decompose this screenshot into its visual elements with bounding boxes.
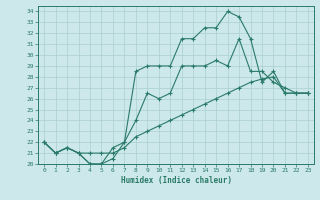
X-axis label: Humidex (Indice chaleur): Humidex (Indice chaleur) (121, 176, 231, 185)
